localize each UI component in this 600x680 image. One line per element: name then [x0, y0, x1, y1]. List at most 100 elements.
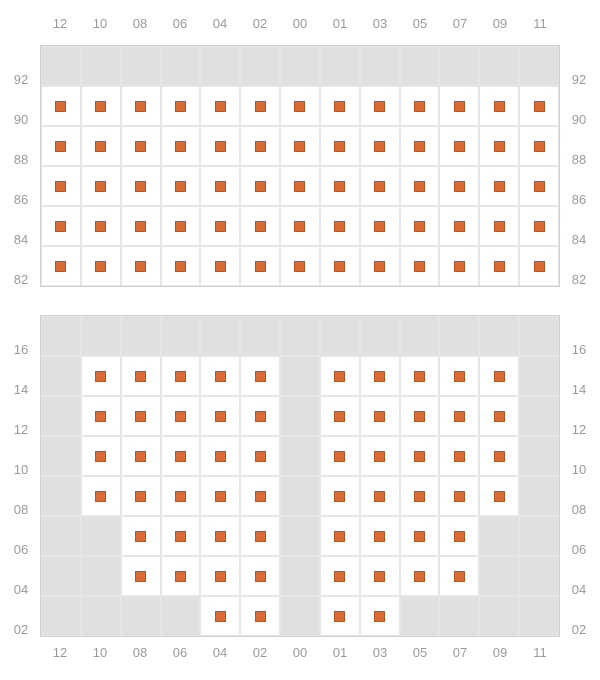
seat-cell-available[interactable] — [121, 436, 161, 476]
seat-cell-available[interactable] — [320, 166, 360, 206]
seat-cell-available[interactable] — [400, 86, 440, 126]
seat-cell-available[interactable] — [121, 126, 161, 166]
seat-cell-available[interactable] — [121, 396, 161, 436]
seat-cell-available[interactable] — [439, 126, 479, 166]
seat-cell-available[interactable] — [519, 86, 559, 126]
seat-cell-available[interactable] — [479, 396, 519, 436]
seat-cell-available[interactable] — [240, 246, 280, 286]
seat-cell-available[interactable] — [360, 356, 400, 396]
seat-cell-available[interactable] — [240, 436, 280, 476]
seat-cell-available[interactable] — [41, 206, 81, 246]
seat-cell-available[interactable] — [360, 436, 400, 476]
seat-cell-available[interactable] — [479, 86, 519, 126]
seat-cell-available[interactable] — [360, 396, 400, 436]
seat-cell-available[interactable] — [360, 166, 400, 206]
seat-cell-available[interactable] — [439, 556, 479, 596]
seat-cell-available[interactable] — [161, 476, 201, 516]
seat-cell-available[interactable] — [519, 246, 559, 286]
seat-cell-available[interactable] — [121, 476, 161, 516]
seat-cell-available[interactable] — [161, 246, 201, 286]
seat-cell-available[interactable] — [200, 436, 240, 476]
seat-cell-available[interactable] — [81, 396, 121, 436]
seat-cell-available[interactable] — [240, 556, 280, 596]
seat-cell-available[interactable] — [400, 476, 440, 516]
seat-cell-available[interactable] — [479, 166, 519, 206]
seat-cell-available[interactable] — [280, 86, 320, 126]
seat-cell-available[interactable] — [200, 516, 240, 556]
seat-cell-available[interactable] — [320, 246, 360, 286]
seat-cell-available[interactable] — [320, 126, 360, 166]
seat-cell-available[interactable] — [121, 86, 161, 126]
seat-cell-available[interactable] — [360, 126, 400, 166]
seat-cell-available[interactable] — [41, 126, 81, 166]
seat-cell-available[interactable] — [200, 596, 240, 636]
seat-cell-available[interactable] — [360, 516, 400, 556]
seat-cell-available[interactable] — [161, 86, 201, 126]
seat-cell-available[interactable] — [439, 166, 479, 206]
seat-cell-available[interactable] — [81, 86, 121, 126]
seat-cell-available[interactable] — [360, 86, 400, 126]
seat-cell-available[interactable] — [439, 476, 479, 516]
seat-cell-available[interactable] — [519, 206, 559, 246]
seat-cell-available[interactable] — [240, 126, 280, 166]
seat-cell-available[interactable] — [161, 556, 201, 596]
seat-cell-available[interactable] — [400, 166, 440, 206]
seat-cell-available[interactable] — [161, 206, 201, 246]
seat-cell-available[interactable] — [479, 206, 519, 246]
seat-cell-available[interactable] — [519, 126, 559, 166]
seat-cell-available[interactable] — [81, 356, 121, 396]
seat-cell-available[interactable] — [280, 246, 320, 286]
seat-cell-available[interactable] — [41, 166, 81, 206]
seat-cell-available[interactable] — [400, 126, 440, 166]
seat-cell-available[interactable] — [280, 166, 320, 206]
seat-cell-available[interactable] — [200, 556, 240, 596]
seat-cell-available[interactable] — [240, 356, 280, 396]
seat-cell-available[interactable] — [200, 396, 240, 436]
seat-cell-available[interactable] — [320, 596, 360, 636]
seat-cell-available[interactable] — [200, 126, 240, 166]
seat-cell-available[interactable] — [439, 396, 479, 436]
seat-cell-available[interactable] — [360, 596, 400, 636]
seat-cell-available[interactable] — [280, 126, 320, 166]
seat-cell-available[interactable] — [121, 206, 161, 246]
seat-cell-available[interactable] — [121, 516, 161, 556]
seat-cell-available[interactable] — [121, 356, 161, 396]
seat-cell-available[interactable] — [479, 356, 519, 396]
seat-cell-available[interactable] — [400, 396, 440, 436]
seat-cell-available[interactable] — [240, 206, 280, 246]
seat-cell-available[interactable] — [121, 246, 161, 286]
seat-cell-available[interactable] — [400, 516, 440, 556]
seat-cell-available[interactable] — [200, 86, 240, 126]
seat-cell-available[interactable] — [161, 166, 201, 206]
seat-cell-available[interactable] — [161, 356, 201, 396]
seat-cell-available[interactable] — [200, 206, 240, 246]
seat-cell-available[interactable] — [400, 356, 440, 396]
seat-cell-available[interactable] — [200, 166, 240, 206]
seat-cell-available[interactable] — [360, 556, 400, 596]
seat-cell-available[interactable] — [320, 86, 360, 126]
seat-cell-available[interactable] — [479, 436, 519, 476]
seat-cell-available[interactable] — [519, 166, 559, 206]
seat-cell-available[interactable] — [240, 596, 280, 636]
seat-cell-available[interactable] — [320, 476, 360, 516]
seat-cell-available[interactable] — [240, 476, 280, 516]
seat-cell-available[interactable] — [439, 356, 479, 396]
seat-cell-available[interactable] — [240, 516, 280, 556]
seat-cell-available[interactable] — [439, 516, 479, 556]
seat-cell-available[interactable] — [360, 476, 400, 516]
seat-cell-available[interactable] — [400, 246, 440, 286]
seat-cell-available[interactable] — [360, 246, 400, 286]
seat-cell-available[interactable] — [161, 516, 201, 556]
seat-cell-available[interactable] — [320, 516, 360, 556]
seat-cell-available[interactable] — [320, 556, 360, 596]
seat-cell-available[interactable] — [121, 166, 161, 206]
seat-cell-available[interactable] — [439, 206, 479, 246]
seat-cell-available[interactable] — [360, 206, 400, 246]
seat-cell-available[interactable] — [41, 246, 81, 286]
seat-cell-available[interactable] — [479, 476, 519, 516]
seat-cell-available[interactable] — [400, 206, 440, 246]
seat-cell-available[interactable] — [479, 246, 519, 286]
seat-cell-available[interactable] — [81, 246, 121, 286]
seat-cell-available[interactable] — [81, 166, 121, 206]
seat-cell-available[interactable] — [320, 356, 360, 396]
